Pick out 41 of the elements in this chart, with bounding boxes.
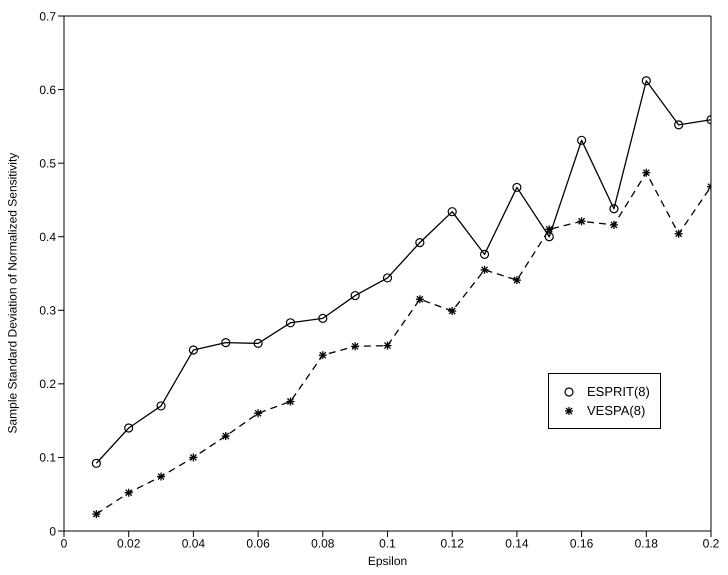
y-axis-title: Sample Standard Deviation of Normalized Sensitivity	[5, 152, 20, 434]
y-tick-label: 0.5	[39, 156, 56, 170]
point	[448, 207, 457, 216]
y-tick-label: 0.6	[39, 82, 56, 97]
y-tick-label: 0.2	[39, 377, 56, 392]
point	[512, 182, 522, 192]
x-tick-label: 0.02	[117, 536, 141, 551]
point	[221, 338, 230, 348]
x-tick-label: 0.16	[570, 536, 594, 551]
x-tick-label: 0	[60, 536, 68, 551]
x-tick-label: 0.06	[246, 536, 270, 551]
y-tick-label: 0.3	[39, 304, 56, 318]
point	[674, 120, 684, 130]
y-tick-label: 0	[49, 524, 56, 538]
x-tick-label: 0.18	[634, 536, 658, 551]
legend-label: VESPA(8)	[587, 403, 646, 418]
point	[415, 238, 424, 248]
point	[318, 314, 328, 323]
point	[382, 273, 392, 283]
x-tick-label: 0.14	[505, 536, 529, 551]
point	[350, 290, 360, 300]
point	[642, 76, 651, 86]
point	[286, 318, 296, 328]
x-tick-label: 0.04	[182, 536, 206, 551]
point	[609, 204, 619, 214]
legend-label: ESPRIT(8)	[587, 384, 650, 399]
point	[92, 458, 101, 468]
x-tick-label: 0.12	[440, 536, 464, 551]
y-tick-label: 0.1	[39, 450, 56, 465]
point	[124, 423, 134, 433]
y-tick-label: 0.4	[39, 230, 56, 244]
point	[577, 136, 586, 145]
x-tick-label: 0.1	[379, 536, 396, 551]
x-tick-label: 0.2	[702, 536, 720, 551]
point	[480, 250, 490, 259]
point	[156, 401, 166, 411]
point	[188, 345, 198, 355]
y-tick-label: 0.7	[39, 9, 56, 24]
point	[254, 338, 263, 348]
x-tick-label: 0.08	[311, 536, 335, 551]
point	[544, 232, 554, 242]
